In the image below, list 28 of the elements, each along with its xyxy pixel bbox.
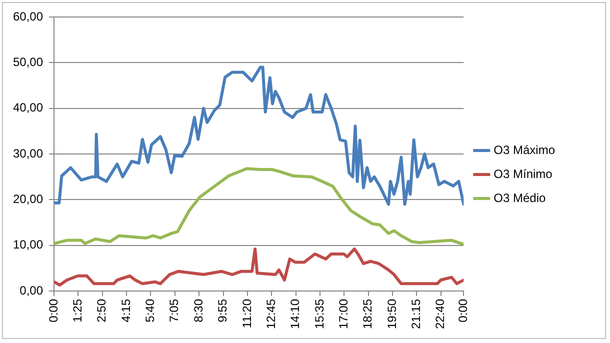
x-tick-label: 9:55 (216, 298, 230, 322)
x-tick-label: 22:40 (433, 298, 448, 329)
x-tick-label: 11:20 (240, 298, 254, 328)
y-tick-label: 60,00 (13, 9, 44, 24)
x-tick-label: 7:05 (167, 298, 182, 322)
x-tick-label: 8:30 (191, 298, 206, 322)
y-tick-label: 20,00 (13, 192, 44, 206)
legend-label: O3 Mínimo (494, 166, 553, 181)
x-tick-label: 19:50 (384, 298, 399, 329)
x-tick-label: 2:50 (94, 298, 109, 322)
y-tick-label: 40,00 (13, 100, 44, 115)
x-tick-label: 0:00 (46, 298, 60, 322)
x-tick-label: 21:15 (409, 298, 424, 329)
legend-label: O3 Médio (494, 190, 546, 205)
x-tick-label: 1:25 (70, 298, 85, 322)
x-tick-label: 14:10 (288, 298, 302, 329)
y-tick-label: 30,00 (13, 146, 44, 160)
x-tick-label: 0:00 (456, 298, 470, 322)
x-tick-label: 4:15 (118, 298, 133, 322)
x-tick-label: 12:45 (264, 298, 278, 329)
y-tick-label: 10,00 (13, 238, 44, 252)
legend-label: O3 Máximo (494, 142, 556, 157)
y-tick-label: 0,00 (20, 283, 44, 298)
y-tick-label: 50,00 (13, 54, 44, 69)
x-tick-label: 15:35 (312, 298, 326, 329)
x-tick-label: 18:25 (360, 298, 375, 329)
x-tick-label: 5:40 (143, 298, 158, 322)
x-tick-label: 17:00 (336, 298, 350, 329)
